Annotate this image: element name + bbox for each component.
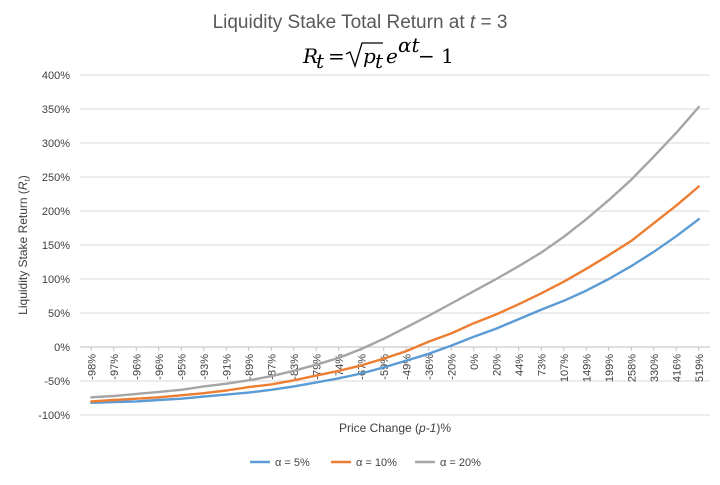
y-axis-label: Liquidity Stake Return (Rt)	[16, 175, 32, 315]
formula-equals: =	[328, 44, 345, 68]
chart-title-rest: = 3	[475, 12, 507, 33]
x-tick-label: 416%	[671, 354, 683, 382]
x-tick-label: 199%	[604, 354, 616, 382]
x-axis-label-post: )%	[436, 421, 451, 435]
x-tick-label: -97%	[109, 354, 121, 380]
formula-exp: αt	[398, 33, 421, 57]
y-axis-label-post: )	[16, 175, 30, 179]
legend-label-2: α = 10%	[356, 457, 397, 469]
series-lines	[90, 105, 700, 404]
x-tick-label: -20%	[446, 354, 458, 380]
x-axis-label-pre: Price Change (	[339, 421, 419, 435]
x-tick-label: -74%	[334, 354, 346, 380]
x-axis-label: Price Change (p-1)%	[339, 421, 451, 435]
x-tick-label: 330%	[649, 354, 661, 382]
x-tick-label: -93%	[199, 354, 211, 380]
y-tick-label: 200%	[42, 206, 70, 218]
y-tick-label: 100%	[42, 274, 70, 286]
y-axis-label-pre: Liquidity Stake Return (	[16, 190, 30, 315]
x-tick-label: 149%	[581, 354, 593, 382]
x-tick-label: 0%	[469, 354, 481, 370]
legend-label-1: α = 5%	[275, 457, 310, 469]
y-tick-label: 300%	[42, 138, 70, 150]
formula-p-sub: t	[375, 49, 384, 73]
x-tick-label: -98%	[86, 354, 98, 380]
x-tick-label: 73%	[536, 354, 548, 376]
formula-sqrt-sign	[345, 42, 383, 69]
legend-label-3: α = 20%	[440, 457, 481, 469]
y-tick-label: -50%	[44, 376, 70, 388]
chart-title: Liquidity Stake Total Return at t = 3	[213, 12, 508, 33]
x-tick-label: -83%	[289, 354, 301, 380]
y-axis-label-var: R	[16, 181, 30, 190]
x-tick-label: 44%	[514, 354, 526, 376]
x-tick-label: 258%	[626, 354, 638, 382]
y-tick-label: -100%	[38, 410, 70, 422]
x-tick-label: -87%	[266, 354, 278, 380]
y-tick-label: 350%	[42, 104, 70, 116]
chart-title-text: Liquidity Stake Total Return at	[213, 12, 470, 33]
x-tick-label: 107%	[559, 354, 571, 382]
y-axis-ticks: -100% -50% 0% 50% 100% 150% 200% 250% 300% 350% 40…	[38, 70, 70, 422]
x-axis-label-var: p-1	[418, 421, 436, 435]
formula-e: e	[386, 44, 398, 68]
formula-r-sub: t	[316, 49, 325, 73]
x-tick-label: -49%	[401, 354, 413, 380]
x-tick-label: 20%	[491, 354, 503, 376]
x-tick-label: -79%	[311, 354, 323, 380]
x-tick-label: -89%	[244, 354, 256, 380]
y-tick-label: 400%	[42, 70, 70, 82]
chart-title-var: t	[470, 12, 476, 33]
gridlines	[80, 74, 710, 416]
x-tick-label: -96%	[154, 354, 166, 380]
chart-formula: R t = p t e αt − 1	[302, 33, 454, 73]
series-line-1	[90, 217, 700, 404]
x-tick-label: -96%	[131, 354, 143, 380]
x-tick-label: -95%	[176, 354, 188, 380]
series-line-3	[90, 105, 700, 399]
formula-r: R	[302, 44, 318, 68]
formula-p: p	[363, 44, 376, 68]
x-tick-label: -91%	[221, 354, 233, 380]
y-tick-label: 50%	[48, 308, 70, 320]
y-tick-label: 250%	[42, 172, 70, 184]
x-tick-label: 519%	[694, 354, 706, 382]
formula-minus-one: − 1	[418, 44, 454, 68]
legend: α = 5% α = 10% α = 20%	[250, 457, 481, 469]
series-line-2	[90, 185, 700, 403]
y-tick-label: 0%	[54, 342, 70, 354]
x-tick-label: -36%	[424, 354, 436, 380]
x-axis-ticks: -98% -97% -96% -96% -95% -93% -91% -89% -87% -83%…	[86, 347, 706, 382]
y-tick-label: 150%	[42, 240, 70, 252]
y-axis-label-sub: t	[23, 178, 32, 181]
